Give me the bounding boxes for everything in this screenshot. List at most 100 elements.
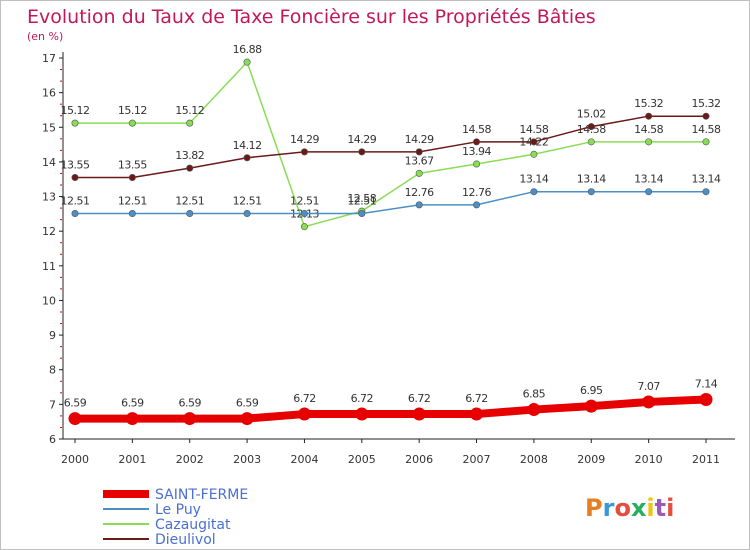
x-tick-label: 2002: [176, 453, 204, 466]
y-tick-label: 7: [49, 398, 56, 411]
data-label: 6.59: [178, 397, 201, 410]
chart-title: Evolution du Taux de Taxe Foncière sur l…: [27, 6, 596, 28]
y-tick-label: 11: [42, 260, 56, 273]
data-label: 6.72: [293, 392, 316, 405]
series-line: [71, 395, 710, 423]
data-point: [470, 407, 484, 421]
data-point: [297, 407, 311, 421]
y-tick-label: 13: [42, 191, 56, 204]
y-tick-label: 9: [49, 329, 56, 342]
data-label: 6.59: [64, 397, 87, 410]
data-label: 13.82: [175, 149, 204, 162]
data-label: 6.85: [523, 388, 546, 401]
data-label: 14.29: [405, 133, 434, 146]
data-label: 13.14: [577, 173, 606, 186]
data-label: 12.51: [61, 195, 90, 208]
data-point: [645, 138, 653, 146]
data-label: 13.55: [61, 158, 90, 171]
data-label: 14.58: [692, 123, 721, 136]
x-tick-label: 2007: [463, 453, 491, 466]
data-point: [125, 412, 139, 426]
x-tick-label: 2011: [692, 453, 720, 466]
data-point: [243, 154, 251, 162]
x-tick-label: 2005: [348, 453, 376, 466]
data-label: 12.51: [233, 195, 262, 208]
data-label: 13.55: [118, 158, 147, 171]
series-line: [74, 115, 707, 179]
data-label: 6.72: [465, 392, 488, 405]
legend-label: Cazaugitat: [155, 517, 231, 533]
data-label: 14.58: [462, 123, 491, 136]
data-point: [358, 148, 366, 156]
data-point: [702, 112, 710, 120]
y-tick-label: 15: [42, 121, 56, 134]
data-point: [645, 112, 653, 120]
data-point: [183, 412, 197, 426]
data-label: 12.51: [347, 195, 376, 208]
data-point: [530, 138, 538, 146]
data-point: [473, 160, 481, 168]
data-point: [71, 119, 79, 127]
data-point: [128, 173, 136, 181]
data-label: 13.14: [692, 173, 721, 186]
data-point: [530, 150, 538, 158]
data-label: 7.14: [695, 378, 718, 391]
data-point: [415, 169, 423, 177]
y-tick-label: 16: [42, 87, 56, 100]
data-label: 14.12: [233, 139, 262, 152]
data-point: [412, 407, 426, 421]
data-point: [702, 188, 710, 196]
series-layer: 15.1215.1215.1216.8812.1312.5813.6713.94…: [61, 43, 721, 426]
data-point: [699, 393, 713, 407]
data-label: 15.32: [692, 97, 721, 110]
data-point: [68, 412, 82, 426]
data-label: 13.67: [405, 154, 434, 167]
data-point: [587, 188, 595, 196]
x-tick-label: 2009: [577, 453, 605, 466]
data-point: [300, 148, 308, 156]
data-point: [473, 201, 481, 209]
legend-label: SAINT-FERME: [155, 487, 248, 503]
series-dieulivol: 13.55 13.55 13.82 14.12 14.29 14.29 14.29 14.58…: [61, 97, 721, 181]
series-line: [74, 190, 707, 215]
data-point: [71, 210, 79, 218]
x-tick-label: 2010: [635, 453, 663, 466]
data-label: 15.02: [577, 108, 606, 121]
data-label: 13.14: [634, 173, 663, 186]
series-cazaugitat: 15.1215.1215.1216.8812.1312.5813.6713.94…: [61, 43, 721, 231]
data-label: 6.72: [351, 392, 374, 405]
y-tick-label: 12: [42, 225, 56, 238]
chart-subtitle: (en %): [27, 30, 63, 43]
data-label: 15.12: [175, 104, 204, 117]
data-point: [702, 138, 710, 146]
data-point: [530, 188, 538, 196]
data-label: 12.76: [462, 186, 491, 199]
data-point: [415, 201, 423, 209]
data-label: 13.94: [462, 145, 491, 158]
data-label: 12.51: [118, 195, 147, 208]
y-tick-label: 14: [42, 156, 56, 169]
data-point: [300, 210, 308, 218]
data-label: 12.76: [405, 186, 434, 199]
x-tick-label: 2003: [233, 453, 261, 466]
legend-label: Le Puy: [155, 502, 201, 518]
y-tick-label: 10: [42, 294, 56, 307]
data-point: [186, 164, 194, 172]
data-point: [355, 407, 369, 421]
y-tick-label: 17: [42, 52, 56, 65]
data-point: [243, 58, 251, 66]
y-tick-label: 6: [49, 433, 56, 446]
data-point: [300, 223, 308, 231]
series-saint-ferme: 6.59 6.59 6.59 6.59 6.72 6.72 6.72 6.72 6.85 6.95…: [64, 378, 718, 426]
data-point: [645, 188, 653, 196]
data-point: [473, 138, 481, 146]
data-point: [71, 173, 79, 181]
proxiti-logo-text: Proxiti: [585, 494, 674, 522]
data-point: [186, 210, 194, 218]
data-label: 6.95: [580, 384, 603, 397]
data-label: 12.51: [175, 195, 204, 208]
data-label: 6.59: [236, 397, 259, 410]
data-label: 12.51: [290, 195, 319, 208]
data-point: [584, 399, 598, 413]
